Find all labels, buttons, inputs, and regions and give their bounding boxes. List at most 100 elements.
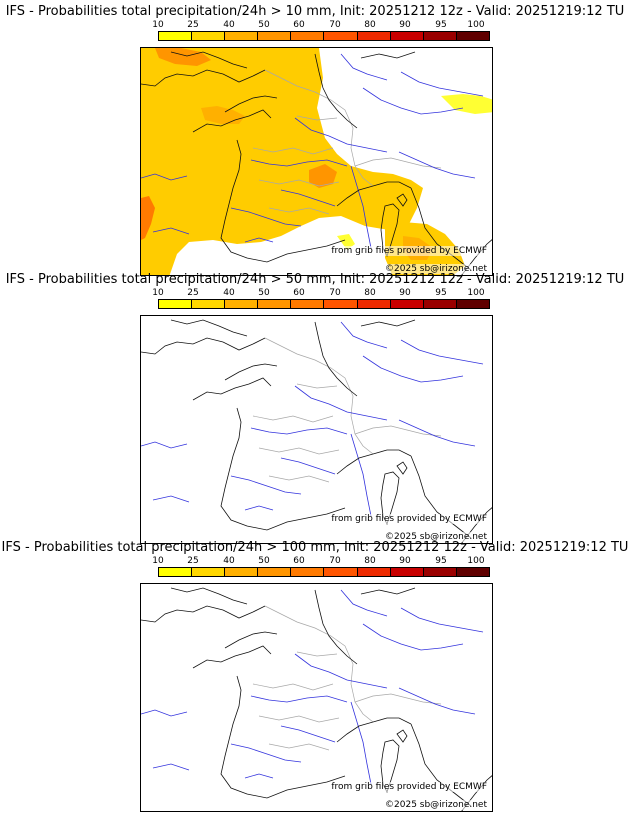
colorbar-segment [456, 300, 489, 308]
river [340, 321, 388, 349]
copyright-credit: ©2025 sb@irizone.net [384, 264, 488, 274]
river [244, 505, 274, 511]
colorbar-tick-label: 60 [293, 556, 305, 566]
river [250, 427, 348, 435]
colorbar-segment [456, 568, 489, 576]
colorbar-tick-label: 40 [223, 20, 235, 30]
river [141, 173, 188, 181]
coastline [141, 605, 266, 623]
colorbar-tick-label: 10 [152, 20, 164, 30]
river [294, 117, 388, 153]
colorbar-tick-label: 25 [187, 288, 199, 298]
river [152, 495, 190, 503]
colorbar-segment [291, 32, 325, 40]
precip-probability-area [155, 48, 211, 66]
colorbar-segment [390, 300, 424, 308]
colorbar-tick-label: 95 [435, 288, 447, 298]
precip-probability-area [141, 48, 423, 275]
admin-border [258, 179, 340, 187]
colorbar-tick-label: 100 [467, 20, 485, 30]
river [294, 653, 388, 689]
colorbar-tick-label: 40 [223, 288, 235, 298]
island-outline [396, 461, 408, 475]
coastline [410, 723, 472, 807]
copyright-credit: ©2025 sb@irizone.net [384, 532, 488, 542]
colorbar-segment [159, 32, 193, 40]
coastline [336, 449, 412, 475]
river [400, 339, 484, 365]
colorbar-tick-label: 95 [435, 556, 447, 566]
map-drawing [141, 587, 492, 811]
admin-border [296, 383, 338, 389]
coastline [360, 587, 416, 595]
admin-border [268, 207, 330, 215]
precip-probability-area [141, 196, 155, 240]
admin-border [258, 715, 340, 723]
map-drawing [141, 48, 492, 275]
colorbar-tick-label: 80 [364, 556, 376, 566]
colorbar-segment [324, 568, 358, 576]
colorbar-segment [225, 32, 259, 40]
island-outline [461, 507, 492, 543]
river [400, 71, 484, 97]
admin-border [268, 743, 330, 751]
colorbar-tick-label: 10 [152, 288, 164, 298]
river [400, 607, 484, 633]
colorbar-segment [324, 300, 358, 308]
admin-border [354, 157, 442, 169]
map-area: from grib files provided by ECMWF ©2025 … [140, 47, 493, 276]
colorbar-segment [258, 300, 292, 308]
river [250, 695, 348, 703]
colorbar-segment [291, 568, 325, 576]
coastline [192, 109, 272, 133]
river [280, 725, 336, 743]
river [340, 53, 388, 81]
river [230, 475, 302, 495]
coastline [170, 587, 248, 605]
admin-border [258, 447, 340, 455]
colorbar-labels: 10 25 40 50 60 70 80 90 95 100 [152, 20, 492, 30]
admin-border [264, 605, 374, 723]
colorbar-segment [423, 300, 457, 308]
coastline [192, 645, 272, 669]
precip-probability-area [201, 106, 245, 124]
colorbar-tick-label: 95 [435, 20, 447, 30]
admin-border [354, 693, 442, 705]
coastline [314, 589, 358, 665]
panel-title: IFS - Probabilities total precipitation/… [1, 540, 629, 555]
coastline [410, 187, 472, 271]
admin-border [296, 115, 338, 121]
colorbar-tick-label: 90 [399, 288, 411, 298]
colorbar-tick-label: 80 [364, 20, 376, 30]
colorbar-tick-label: 25 [187, 20, 199, 30]
colorbar-segment [390, 32, 424, 40]
island-outline [396, 729, 408, 743]
river [398, 419, 476, 447]
colorbar-segment [324, 32, 358, 40]
island-outline [461, 239, 492, 275]
colorbar [158, 31, 490, 41]
map-panel-100mm: IFS - Probabilities total precipitation/… [0, 536, 630, 812]
colorbar-segment [192, 568, 226, 576]
colorbar-tick-label: 90 [399, 20, 411, 30]
colorbar-tick-label: 60 [293, 288, 305, 298]
admin-border [268, 475, 330, 483]
river [244, 237, 274, 243]
colorbar-segment [258, 568, 292, 576]
panel-title: IFS - Probabilities total precipitation/… [5, 4, 625, 19]
coastline [224, 95, 278, 113]
river [280, 189, 336, 207]
colorbar-segment [291, 300, 325, 308]
river [230, 743, 302, 763]
river [398, 151, 476, 179]
river [294, 385, 388, 421]
copyright-credit: ©2025 sb@irizone.net [384, 800, 488, 810]
coastline [224, 363, 278, 381]
island-outline [461, 775, 492, 811]
map-panel-10mm: IFS - Probabilities total precipitation/… [0, 0, 630, 276]
colorbar-tick-label: 70 [329, 556, 341, 566]
coastline [336, 181, 412, 207]
colorbar-segment [357, 300, 391, 308]
river [362, 623, 464, 651]
island-outline [396, 193, 408, 207]
